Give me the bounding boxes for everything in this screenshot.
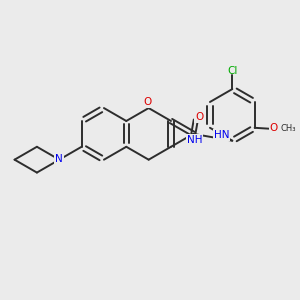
Text: HN: HN [214,130,230,140]
Text: O: O [143,97,151,106]
Text: Cl: Cl [227,66,238,76]
Text: N: N [56,154,63,164]
Text: NH: NH [187,135,202,145]
Text: O: O [270,123,278,133]
Text: O: O [195,112,203,122]
Text: CH₃: CH₃ [281,124,296,133]
